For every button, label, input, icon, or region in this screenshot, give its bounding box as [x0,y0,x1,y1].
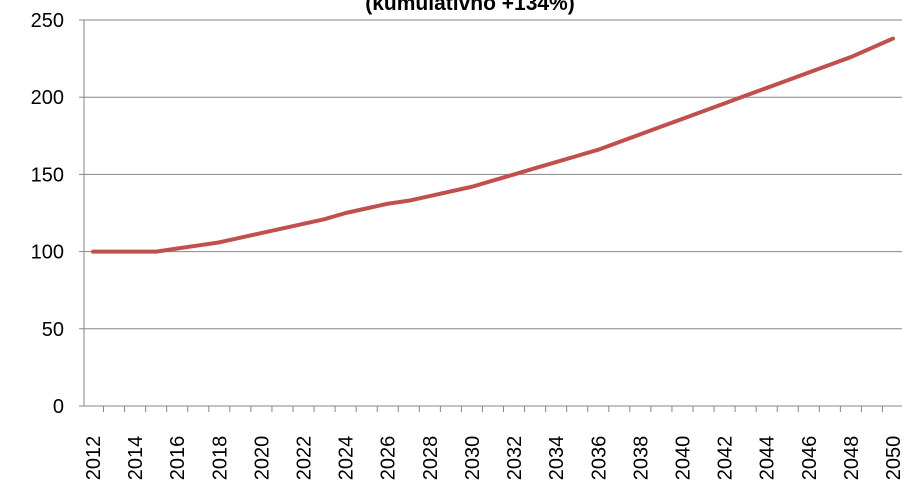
series-line [91,36,895,254]
axes [79,19,902,412]
x-tick-label: 2034 [546,436,568,481]
x-tick-label: 2032 [504,436,526,481]
x-tick-label: 2014 [125,436,147,481]
x-tick-label: 2038 [630,436,652,481]
x-tick-label: 2036 [588,436,610,481]
x-tick-label: 2016 [167,436,189,481]
series-layer [91,36,895,254]
y-tick-label: 250 [31,10,64,32]
gridlines [84,19,902,330]
x-tick-label: 2040 [672,436,694,481]
x-tick-label: 2022 [294,436,316,481]
y-tick-label: 200 [31,87,64,109]
x-tick-label: 2048 [841,436,863,481]
y-tick-label: 150 [31,164,64,186]
x-tick-label: 2050 [883,436,902,481]
x-tick-label: 2046 [799,436,821,481]
x-tick-label: 2030 [462,436,484,481]
y-tick-labels: 0 50 100 150 200 250 [31,10,64,418]
x-tick-label: 2026 [378,436,400,481]
x-tick-label: 2028 [420,436,442,481]
x-tick-label: 2044 [757,436,779,481]
x-tick-label: 2018 [209,436,231,481]
chart-title: (kumulativno +134%) [365,0,574,15]
y-tick-label: 0 [53,396,64,418]
x-tick-label: 2042 [715,436,737,481]
x-tick-labels: 2012 2014 2016 2018 2020 2022 2024 2026 2028 2030… [83,436,902,481]
x-tick-label: 2012 [83,436,105,481]
y-tick-label: 50 [42,319,64,341]
x-tick-label: 2024 [336,436,358,481]
y-tick-label: 100 [31,242,64,264]
x-tick-label: 2020 [251,436,273,481]
